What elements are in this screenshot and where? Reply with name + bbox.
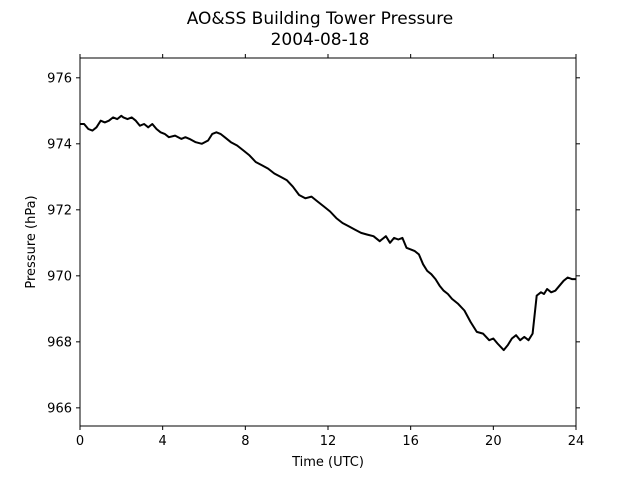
- y-tick-label: 976: [47, 71, 72, 86]
- y-tick-label: 972: [47, 203, 72, 218]
- chart-title: AO&SS Building Tower Pressure: [187, 9, 454, 29]
- data-series: [80, 114, 576, 352]
- y-tick-label: 966: [47, 401, 72, 416]
- pressure-line: [80, 114, 576, 352]
- y-tick-label: 974: [47, 137, 72, 152]
- x-tick-label: 16: [402, 434, 419, 449]
- y-axis-label: Pressure (hPa): [24, 195, 39, 288]
- x-tick-label: 24: [568, 434, 585, 449]
- x-tick-label: 8: [241, 434, 249, 449]
- plot-frame: [79, 57, 577, 427]
- x-tick-label: 20: [485, 434, 502, 449]
- axis-ticks: 0 4 8 12 16 20 24 966 968 970 972 974 976: [47, 54, 584, 449]
- chart-subtitle: 2004-08-18: [271, 30, 370, 50]
- y-tick-label: 968: [47, 335, 72, 350]
- x-tick-label: 4: [159, 434, 167, 449]
- y-tick-label: 970: [47, 269, 72, 284]
- x-tick-label: 12: [320, 434, 337, 449]
- x-tick-label: 0: [76, 434, 84, 449]
- x-axis-label: Time (UTC): [291, 455, 364, 470]
